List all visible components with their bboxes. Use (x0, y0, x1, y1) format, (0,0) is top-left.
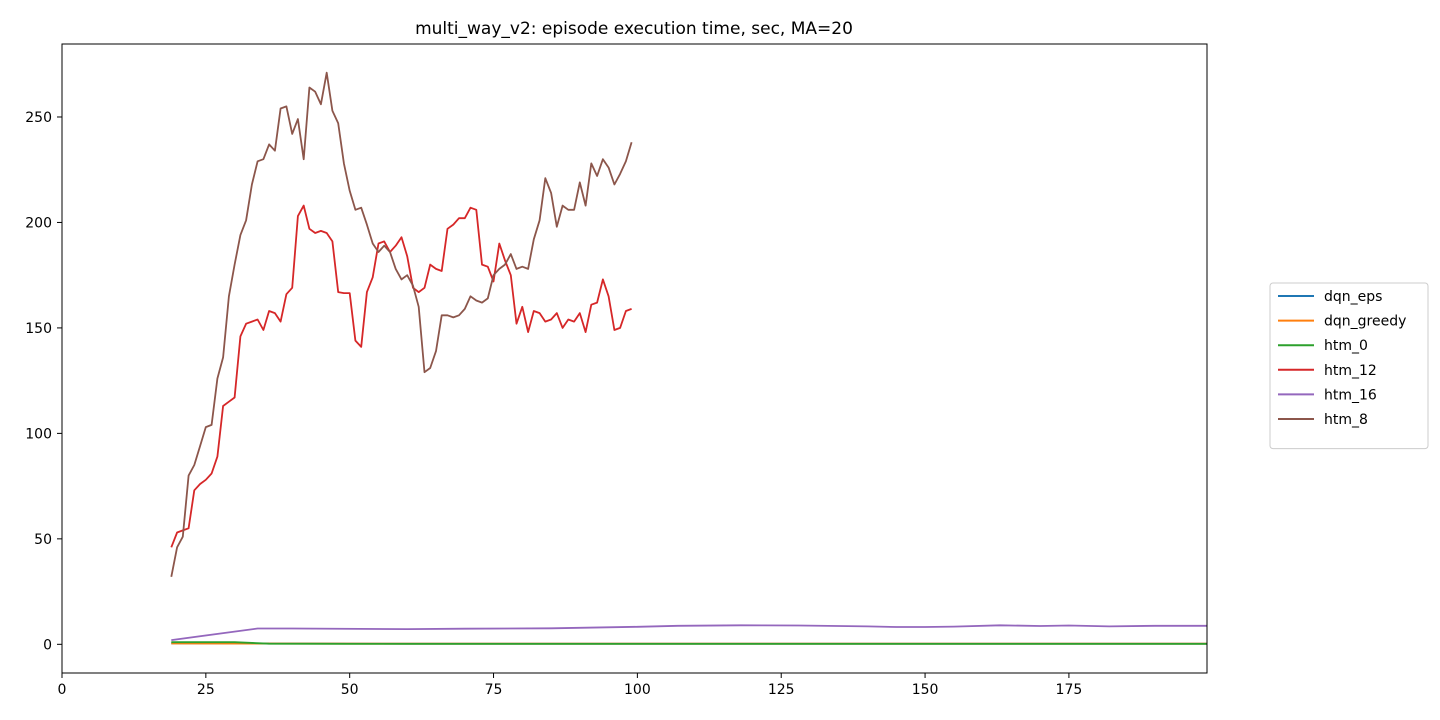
legend-label-htm_0: htm_0 (1324, 338, 1368, 354)
y-tick-label: 200 (25, 215, 52, 231)
legend-label-dqn_eps: dqn_eps (1324, 289, 1382, 305)
y-tick-label: 100 (25, 426, 52, 442)
legend-label-htm_12: htm_12 (1324, 363, 1377, 379)
legend-label-dqn_greedy: dqn_greedy (1324, 314, 1406, 330)
y-tick-label: 150 (25, 321, 52, 337)
x-tick-label: 150 (912, 682, 939, 698)
series-line-htm_16 (171, 624, 1207, 641)
series-line-htm_12 (170, 204, 632, 548)
y-tick-label: 0 (43, 637, 52, 653)
x-tick-label: 50 (341, 682, 359, 698)
x-tick-label: 25 (197, 682, 215, 698)
y-tick-label: 50 (34, 532, 52, 548)
plot-frame (61, 43, 1208, 674)
x-tick-label: 175 (1056, 682, 1083, 698)
series-line-htm_8 (170, 71, 633, 577)
series-layer (170, 71, 1207, 645)
axis-layer: 0 25 50 75 100 125 150 175 0 50 100 150 200 250 (25, 110, 1082, 698)
x-tick-label: 0 (58, 682, 67, 698)
legend-label-htm_8: htm_8 (1324, 412, 1368, 428)
legend-frame (1269, 282, 1429, 450)
legend-label-htm_16: htm_16 (1324, 387, 1377, 403)
chart-title: multi_way_v2: episode execution time, se… (415, 19, 853, 39)
x-tick-label: 100 (624, 682, 651, 698)
series-line-htm_0 (171, 641, 1207, 645)
x-tick-label: 75 (485, 682, 503, 698)
y-tick-label: 250 (25, 110, 52, 126)
legend: dqn_eps dqn_greedy htm_0 htm_12 htm_16 htm_8 (1269, 282, 1429, 450)
x-tick-label: 125 (768, 682, 795, 698)
